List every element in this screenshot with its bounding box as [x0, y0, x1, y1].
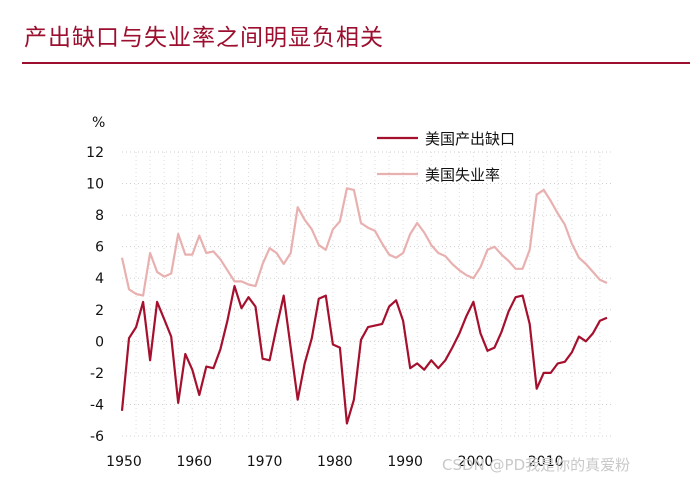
- y-tick-label: 6: [95, 240, 104, 256]
- x-tick-label: 2000: [458, 454, 494, 470]
- watermark-text: CSDN @PD我是你的真爱粉: [442, 456, 631, 474]
- series-line-unemployment: [120, 187, 608, 297]
- y-tick-label: 4: [95, 271, 104, 287]
- series-line-output-gap: [120, 285, 608, 425]
- y-tick-label: 8: [95, 208, 104, 224]
- y-tick-label: 0: [95, 334, 104, 350]
- chart-series: [120, 187, 608, 425]
- chart-grid: [122, 151, 614, 437]
- x-tick-label: 1950: [106, 454, 142, 470]
- x-tick-label: 1970: [247, 454, 283, 470]
- y-tick-label: -4: [90, 397, 104, 413]
- x-tick-label: 1960: [176, 454, 212, 470]
- y-tick-label: -2: [90, 366, 104, 382]
- x-tick-label: 2010: [528, 454, 564, 470]
- title-divider: [22, 62, 690, 64]
- y-tick-label: -6: [90, 429, 104, 445]
- legend-label-output-gap: 美国产出缺口: [425, 130, 515, 148]
- legend-label-unemployment: 美国失业率: [425, 166, 500, 184]
- x-tick-label: 1980: [317, 454, 353, 470]
- x-tick-label: 1990: [387, 454, 423, 470]
- page-title: 产出缺口与失业率之间明显负相关: [24, 25, 384, 51]
- y-axis-unit-label: %: [92, 115, 105, 131]
- y-tick-label: 10: [86, 177, 104, 193]
- y-tick-label: 2: [95, 303, 104, 319]
- y-tick-label: 12: [86, 145, 104, 161]
